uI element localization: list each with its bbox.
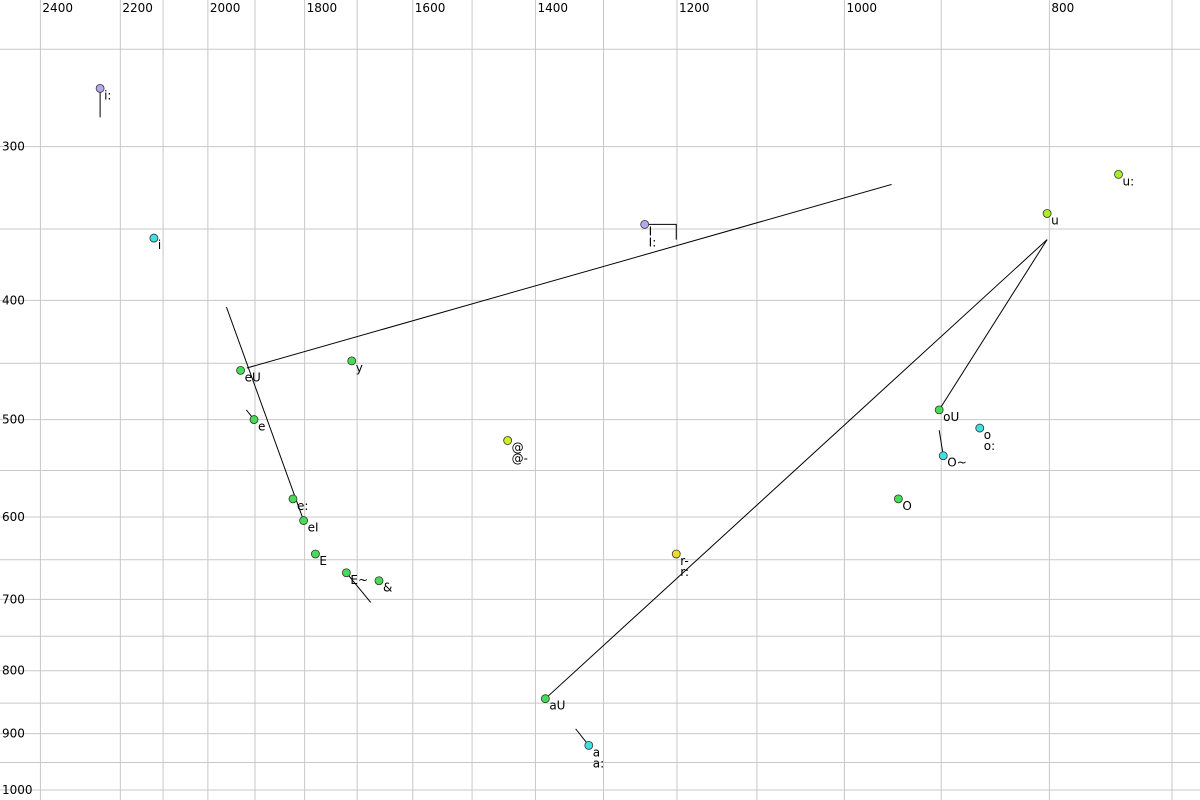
vowel-label: E~ (350, 573, 368, 587)
vowel-label: O~ (947, 456, 967, 470)
y-tick-label: 400 (2, 293, 25, 307)
vowel-point (640, 220, 650, 229)
vowel-label: u: (1123, 174, 1135, 188)
y-tick-label: 1000 (2, 783, 33, 797)
trajectory (246, 183, 892, 369)
vowel-point (584, 740, 594, 750)
vowel-point (149, 233, 159, 243)
vowel-point (311, 549, 320, 559)
vowel-label: O (902, 499, 911, 513)
vowel-point (1042, 209, 1052, 218)
vowel-point (934, 405, 944, 415)
vowel-point (975, 423, 985, 433)
vowel-point (236, 365, 245, 375)
vowel-label: o: (984, 439, 995, 453)
vowel-label: r- (680, 554, 689, 568)
y-tick-label: 900 (2, 727, 25, 741)
x-tick-label: 1600 (415, 1, 446, 15)
y-tick-label: 300 (2, 140, 25, 154)
y-tick-label: 700 (2, 592, 25, 606)
vowel-label: i: (104, 88, 111, 102)
vowel-label: @ (512, 441, 524, 455)
x-tick-label: 800 (1051, 1, 1074, 15)
vowel-point (347, 356, 357, 366)
vowel-label: o (984, 428, 991, 442)
vowel-point (540, 694, 550, 704)
vowel-label: i (158, 238, 161, 252)
vowel-point (299, 516, 309, 525)
vowel-label: E (319, 554, 327, 568)
vowel-point (249, 415, 259, 424)
x-tick-label: 2000 (210, 1, 241, 15)
vowel-label: I: (649, 235, 657, 249)
vowel-label: I (649, 224, 653, 238)
vowel-label: & (383, 581, 392, 595)
vowel-label: eU (245, 370, 261, 384)
trajectory (544, 239, 1048, 700)
trajectory (644, 223, 677, 240)
trajectory (345, 572, 372, 603)
y-tick-label: 800 (2, 664, 25, 678)
vowel-point (1114, 170, 1123, 179)
vowel-label: u (1051, 214, 1059, 228)
x-tick-label: 1400 (537, 1, 568, 15)
vowel-label: eI (308, 521, 319, 535)
x-tick-label: 1800 (307, 1, 338, 15)
y-tick-label: 600 (2, 510, 25, 524)
vowel-label: y (356, 361, 363, 375)
vowel-label: aU (549, 699, 565, 713)
vowel-point (374, 576, 384, 586)
vowel-label: r: (680, 565, 689, 579)
vowel-label: oU (943, 410, 959, 424)
vowel-label: a: (593, 756, 604, 770)
y-tick-label: 500 (2, 413, 25, 427)
trajectory (938, 239, 1048, 411)
vowel-point (938, 451, 948, 461)
vowel-point (893, 494, 903, 504)
vowel-point (288, 494, 298, 504)
x-tick-label: 2400 (42, 1, 73, 15)
vowel-label: a (593, 745, 600, 759)
vowel-label: e: (297, 499, 308, 513)
x-tick-label: 2200 (122, 1, 153, 15)
vowel-point (671, 549, 681, 559)
trajectory (225, 306, 305, 521)
vowel-point (95, 83, 105, 93)
vowel-label: @- (512, 452, 528, 466)
vowel-point (341, 568, 351, 578)
vowel-label: e (258, 420, 265, 434)
x-tick-label: 1000 (846, 1, 877, 15)
x-tick-label: 1200 (679, 1, 710, 15)
vowel-point (503, 436, 513, 445)
